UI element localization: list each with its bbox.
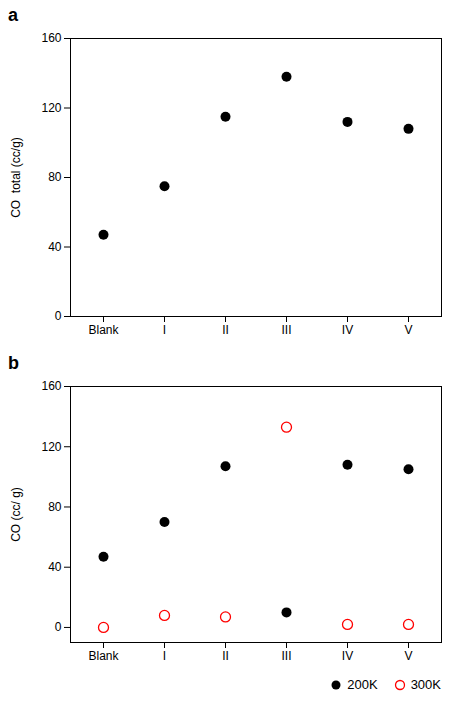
svg-text:Blank: Blank <box>88 649 119 663</box>
svg-text:0: 0 <box>55 620 62 634</box>
svg-text:III: III <box>281 323 291 337</box>
svg-text:40: 40 <box>48 560 62 574</box>
svg-text:160: 160 <box>41 31 61 45</box>
svg-text:120: 120 <box>41 440 61 454</box>
svg-text:80: 80 <box>48 500 62 514</box>
svg-text:120: 120 <box>41 101 61 115</box>
svg-text:160: 160 <box>41 379 61 393</box>
svg-text:I: I <box>163 649 166 663</box>
svg-text:CO (cc/ g): CO (cc/ g) <box>9 487 23 542</box>
html-text:b: b <box>8 353 19 373</box>
html-text:a: a <box>8 5 18 25</box>
svg-text:III: III <box>281 649 291 663</box>
svg-text:Blank: Blank <box>88 323 119 337</box>
svg-text:V: V <box>404 323 412 337</box>
svg-text:I: I <box>163 323 166 337</box>
svg-text:80: 80 <box>48 170 62 184</box>
svg-text:CO total (cc/g): CO total (cc/g) <box>9 137 23 218</box>
html-text:300K: 300K <box>410 677 441 692</box>
svg-text:II: II <box>222 649 229 663</box>
svg-text:IV: IV <box>342 323 353 337</box>
svg-text:40: 40 <box>48 240 62 254</box>
svg-text:IV: IV <box>342 649 353 663</box>
svg-text:0: 0 <box>55 309 62 323</box>
html-text:200K: 200K <box>347 677 378 692</box>
svg-text:V: V <box>404 649 412 663</box>
svg-text:II: II <box>222 323 229 337</box>
